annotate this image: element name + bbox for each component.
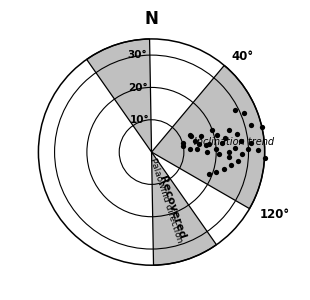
Wedge shape xyxy=(152,152,216,265)
Text: Inclination trend: Inclination trend xyxy=(194,136,274,147)
Text: 10°: 10° xyxy=(130,115,150,125)
Wedge shape xyxy=(152,65,265,208)
Text: Palaowind direction: Palaowind direction xyxy=(148,157,184,244)
Text: 20°: 20° xyxy=(129,82,148,92)
Text: Recovered: Recovered xyxy=(157,174,188,240)
Text: 40°: 40° xyxy=(232,50,254,63)
Text: 30°: 30° xyxy=(127,50,146,60)
Text: N: N xyxy=(144,10,158,28)
Text: 120°: 120° xyxy=(259,208,290,221)
Wedge shape xyxy=(87,39,152,152)
